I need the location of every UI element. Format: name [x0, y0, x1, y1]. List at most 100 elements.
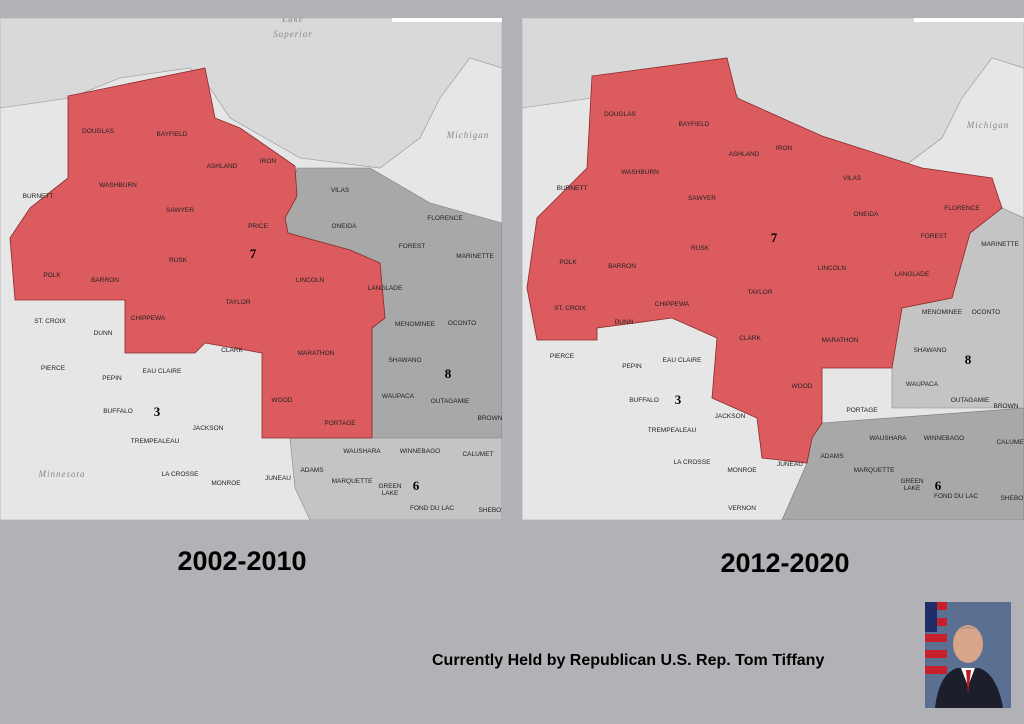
map-2012: Michigan DOUGLAS BAYFIELD ASHLAND IRON WASHBU…: [522, 18, 1024, 520]
county-label: BARRON: [91, 277, 119, 284]
county-label: TAYLOR: [747, 289, 772, 296]
district-area: [289, 437, 502, 520]
water-label: Michigan: [446, 130, 490, 140]
county-label: OCONTO: [972, 309, 1000, 316]
county-label: ADAMS: [300, 467, 324, 474]
county-label: JACKSON: [193, 425, 224, 432]
district-number: 7: [250, 246, 257, 261]
county-label: ASHLAND: [729, 151, 760, 158]
county-label: ONEIDA: [332, 223, 358, 230]
caption: Currently Held by Republican U.S. Rep. T…: [432, 652, 825, 669]
county-label: ST. CROIX: [554, 305, 586, 312]
county-label: LANGLADE: [895, 271, 930, 278]
county-label: PORTAGE: [846, 407, 878, 414]
district-7: [9, 67, 386, 439]
district-number: 6: [935, 478, 942, 493]
county-label: LA CROSSE: [674, 459, 712, 466]
county-label: VILAS: [331, 187, 350, 194]
county-label: MARQUETTE: [332, 478, 373, 485]
period-label: 2002-2010: [177, 546, 307, 576]
county-label: WAUPACA: [906, 381, 939, 388]
county-label: LA CROSSE: [162, 471, 200, 478]
county-label: WAUSHARA: [869, 435, 907, 442]
county-label: OUTAGAMIE: [951, 397, 990, 404]
water-label: Lake: [281, 18, 304, 24]
county-label: OUTAGAMIE: [431, 398, 470, 405]
county-label: GREEN: [378, 483, 401, 490]
county-label: WOOD: [792, 383, 813, 390]
county-label: VILAS: [843, 175, 862, 182]
county-label: WASHBURN: [99, 182, 137, 189]
county-label: BAYFIELD: [157, 131, 188, 138]
period-label: 2012-2020: [720, 548, 850, 578]
county-label: SAWYER: [166, 207, 194, 214]
county-label: WAUPACA: [382, 393, 415, 400]
county-label: DOUGLAS: [604, 111, 636, 118]
county-label: CHIPPEWA: [655, 301, 690, 308]
county-label: ONEIDA: [854, 211, 880, 218]
district-number: 7: [771, 230, 778, 245]
county-label: WAUSHARA: [343, 448, 381, 455]
county-label: BARRON: [608, 263, 636, 270]
district-number: 8: [965, 352, 972, 367]
county-label: ADAMS: [820, 453, 844, 460]
county-label: PORTAGE: [324, 420, 356, 427]
county-label: ST. CROIX: [34, 318, 66, 325]
county-label: IRON: [776, 145, 793, 152]
district-number: 8: [445, 366, 452, 381]
county-label: BROWN: [478, 415, 502, 422]
county-label: WASHBURN: [621, 169, 659, 176]
county-label: JUNEAU: [265, 475, 291, 482]
county-label: PIERCE: [550, 353, 575, 360]
county-label: DUNN: [615, 319, 634, 326]
county-label: FOND DU LAC: [410, 505, 454, 512]
county-label: LAKE: [904, 485, 921, 492]
legend-box: [392, 18, 502, 22]
county-label: MARINETTE: [981, 241, 1019, 248]
county-label: CLARK: [221, 347, 243, 354]
county-label: PEPIN: [102, 375, 122, 382]
county-label: FOREST: [921, 233, 947, 240]
county-label: LINCOLN: [818, 265, 846, 272]
county-label: POLK: [43, 272, 61, 279]
county-label: BURNETT: [557, 185, 588, 192]
county-label: MARQUETTE: [854, 467, 895, 474]
county-label: FOND DU LAC: [934, 493, 978, 500]
county-label: JUNEAU: [777, 461, 803, 468]
water-label: Michigan: [966, 120, 1010, 130]
county-label: FLORENCE: [944, 205, 980, 212]
legend-box: [914, 18, 1024, 22]
county-label: VERNON: [728, 505, 756, 512]
county-label: MONROE: [211, 480, 241, 487]
county-label: POLK: [559, 259, 577, 266]
county-label: CHIPPEWA: [131, 315, 166, 322]
county-label: WOOD: [272, 397, 293, 404]
county-label: WINNEBAGO: [400, 448, 440, 455]
county-label: MARATHON: [298, 350, 335, 357]
county-label: BUFFALO: [103, 408, 133, 415]
county-label: MENOMINEE: [395, 321, 436, 328]
county-label: TAYLOR: [225, 299, 250, 306]
district-number: 3: [154, 404, 161, 419]
county-label: BAYFIELD: [679, 121, 710, 128]
county-label: ASHLAND: [207, 163, 238, 170]
county-label: PEPIN: [622, 363, 642, 370]
county-label: FOREST: [399, 243, 425, 250]
county-label: TREMPEALEAU: [648, 427, 697, 434]
county-label: SAWYER: [688, 195, 716, 202]
water-label: Minnesota: [38, 469, 86, 479]
county-label: TREMPEALEAU: [131, 438, 180, 445]
county-label: SHAWANO: [388, 357, 421, 364]
map-2002: Lake Superior Michigan Minnesota DOUGLAS BAYF…: [0, 18, 502, 520]
county-label: BURNETT: [23, 193, 54, 200]
county-label: MONROE: [727, 467, 757, 474]
water-label: Superior: [273, 29, 313, 39]
county-label: MARINETTE: [456, 253, 494, 260]
county-label: SHEBOY: [1000, 495, 1024, 502]
county-label: CALUMET: [996, 439, 1024, 446]
county-label: RUSK: [169, 257, 188, 264]
county-label: DUNN: [94, 330, 113, 337]
county-label: LANGLADE: [368, 285, 403, 292]
county-label: JACKSON: [715, 413, 746, 420]
